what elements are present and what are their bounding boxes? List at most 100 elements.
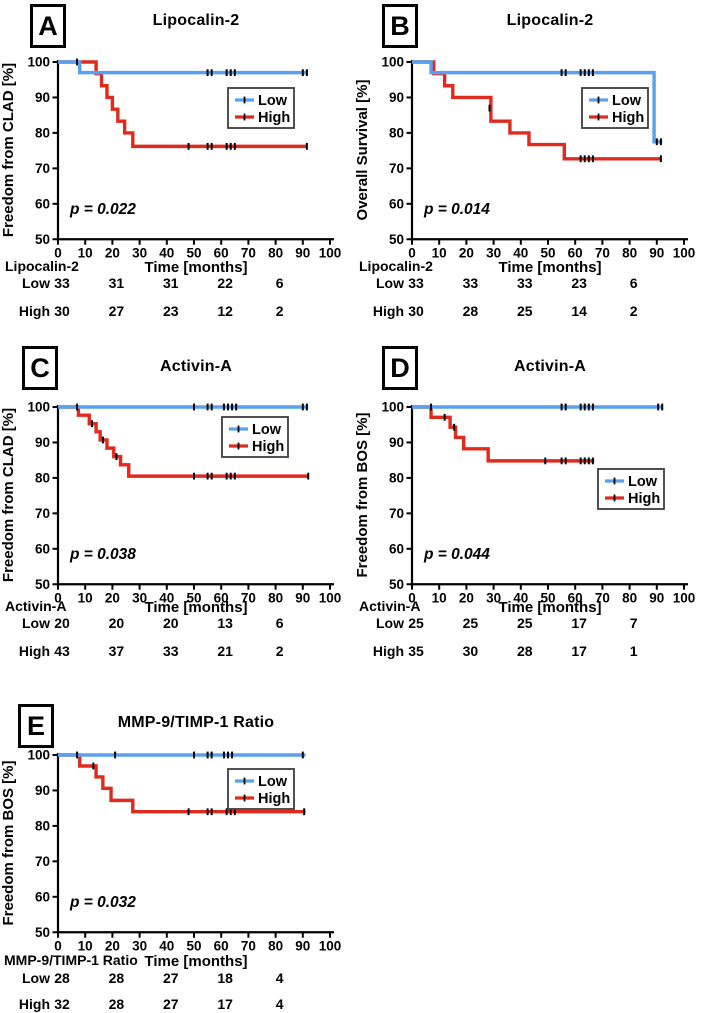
- risk-count: 2: [275, 303, 284, 319]
- risk-count: 33: [462, 275, 479, 291]
- x-axis-title: Time [months]: [144, 953, 248, 970]
- risk-count: 28: [108, 970, 125, 986]
- panel-letter-box: A: [30, 4, 66, 48]
- risk-count: 30: [462, 643, 479, 659]
- risk-count: 27: [108, 303, 125, 319]
- y-tick-label: 80: [35, 471, 50, 486]
- x-axis-title: Time [months]: [498, 599, 602, 616]
- y-tick-label: 70: [35, 506, 50, 521]
- risk-count: 21: [217, 643, 233, 659]
- x-tick-label: 10: [432, 590, 447, 605]
- x-tick-label: 10: [78, 938, 93, 953]
- risk-count: 25: [517, 303, 533, 319]
- survival-curve-high: [58, 753, 306, 814]
- risk-row-low: Low 25 25 25 17 7: [354, 615, 708, 632]
- risk-row-high: High 30 27 23 12 2: [0, 303, 354, 320]
- x-tick-label: 80: [622, 590, 637, 605]
- risk-count: 33: [408, 275, 424, 291]
- x-tick-label: 30: [486, 590, 501, 605]
- x-tick-label: 70: [241, 938, 256, 953]
- risk-count: 4: [275, 996, 284, 1012]
- risk-count: 6: [275, 615, 284, 631]
- x-tick-label: 100: [319, 245, 342, 260]
- risk-count: 23: [163, 303, 179, 319]
- x-tick-label: 70: [595, 590, 610, 605]
- x-tick-label: 90: [649, 245, 664, 260]
- y-tick-label: 70: [389, 161, 404, 176]
- y-tick-label: 90: [389, 435, 404, 450]
- risk-count: 25: [517, 615, 533, 631]
- legend-box: [227, 768, 295, 810]
- risk-count: 43: [54, 643, 70, 659]
- x-tick-label: 40: [513, 590, 528, 605]
- risk-count: 25: [462, 615, 479, 631]
- risk-group-label: Activin-A: [5, 598, 67, 614]
- x-tick-label: 50: [186, 590, 201, 605]
- y-axis-title: Freedom from BOS [%]: [0, 760, 17, 925]
- x-tick-label: 80: [268, 938, 283, 953]
- legend-label-high: High: [628, 491, 660, 507]
- y-tick-label: 80: [35, 126, 50, 141]
- legend-label-low: Low: [612, 93, 642, 109]
- panel-letter: D: [390, 352, 410, 383]
- y-axis-title: Freedom from CLAD [%]: [0, 408, 17, 582]
- risk-count: 28: [517, 643, 533, 659]
- y-tick-label: 60: [389, 541, 404, 556]
- x-tick-label: 100: [673, 590, 696, 605]
- y-tick-label: 100: [27, 55, 50, 70]
- risk-row-label: Low: [376, 275, 404, 291]
- panel-e: E MMP-9/TIMP-1 Ratio 50 60 70 80 90 100 0 10 20 3…: [0, 680, 354, 1012]
- y-tick-label: 60: [35, 541, 50, 556]
- legend-label-low: Low: [252, 422, 282, 438]
- km-survival-chart: 50 60 70 80 90 100 0 10 20 30 40 50 60 70 80 90 100 Freed…: [0, 748, 342, 953]
- y-tick-label: 50: [35, 925, 50, 940]
- y-tick-label: 80: [35, 819, 50, 834]
- risk-count: 22: [217, 275, 233, 291]
- risk-row-label: Low: [376, 615, 404, 631]
- risk-count: 17: [571, 615, 587, 631]
- p-value-label: p = 0.032: [69, 894, 136, 911]
- risk-table-header: Lipocalin-2 Time [months]: [354, 258, 708, 276]
- panel-b: B Lipocalin-2 50 60 70 80 90 100 0 10 20 30 40 50 60…: [354, 0, 708, 340]
- risk-count: 28: [462, 303, 479, 319]
- legend-label-low: Low: [258, 93, 288, 109]
- x-axis-title: Time [months]: [144, 259, 248, 276]
- x-tick-label: 60: [214, 938, 229, 953]
- x-tick-label: 80: [622, 245, 637, 260]
- chart-title: Lipocalin-2: [152, 12, 240, 29]
- risk-row-label: Low: [22, 970, 50, 986]
- x-tick-label: 70: [241, 245, 256, 260]
- x-tick-label: 60: [214, 590, 229, 605]
- x-tick-label: 10: [432, 245, 447, 260]
- risk-count: 17: [217, 996, 233, 1012]
- risk-row-label: Low: [22, 615, 50, 631]
- y-tick-label: 90: [35, 783, 50, 798]
- legend-label-high: High: [252, 439, 284, 455]
- x-tick-label: 100: [319, 938, 342, 953]
- x-tick-label: 0: [408, 245, 416, 260]
- x-tick-label: 90: [649, 590, 664, 605]
- risk-count: 33: [517, 275, 533, 291]
- p-value-label: p = 0.014: [423, 201, 490, 218]
- risk-count: 20: [54, 615, 70, 631]
- chart-title: Activin-A: [513, 358, 587, 375]
- y-tick-label: 90: [35, 90, 50, 105]
- y-tick-label: 70: [35, 161, 50, 176]
- y-tick-label: 60: [35, 889, 50, 904]
- risk-row-label: High: [372, 303, 404, 319]
- legend-label-high: High: [612, 110, 644, 126]
- risk-row-label: Low: [22, 275, 50, 291]
- legend-box: [581, 87, 649, 129]
- risk-count: 20: [163, 615, 179, 631]
- y-tick-label: 90: [35, 435, 50, 450]
- risk-row-label: High: [18, 643, 50, 659]
- risk-count: 12: [217, 303, 233, 319]
- risk-table-header: Activin-A Time [months]: [0, 598, 354, 616]
- y-tick-label: 60: [35, 196, 50, 211]
- survival-curve-low: [412, 60, 663, 144]
- x-tick-label: 0: [54, 938, 62, 953]
- p-value-label: p = 0.044: [423, 546, 490, 563]
- risk-count: 31: [108, 275, 125, 291]
- risk-row-high: High 35 30 28 17 1: [354, 643, 708, 660]
- risk-row-label: High: [18, 996, 50, 1012]
